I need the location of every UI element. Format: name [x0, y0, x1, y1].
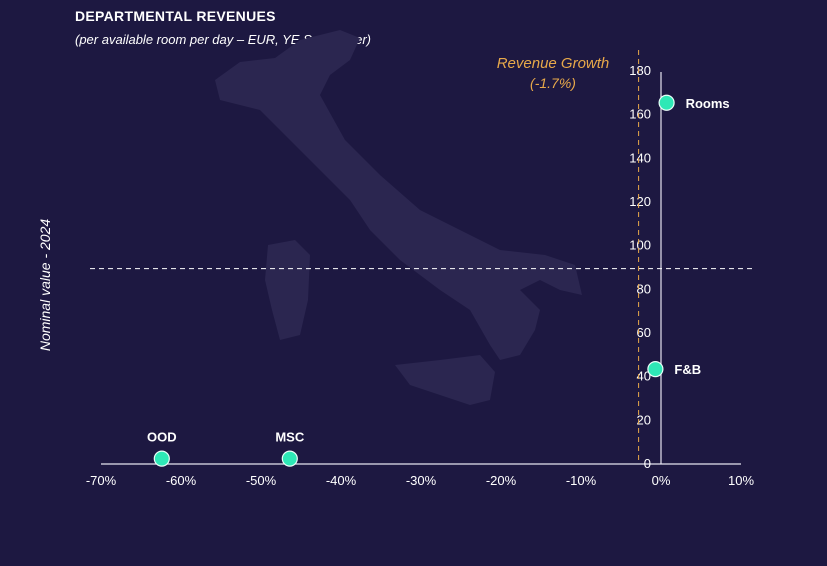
y-tick-label: 60 — [637, 325, 651, 340]
sardinia-map-background — [265, 240, 310, 340]
data-label: OOD — [147, 430, 177, 445]
data-point-ood — [153, 450, 170, 467]
x-tick-label: -70% — [86, 473, 117, 488]
data-label: F&B — [674, 362, 701, 377]
ref-line-label: Revenue Growth — [497, 55, 610, 72]
y-tick-label: 20 — [637, 412, 651, 427]
x-tick-label: -30% — [406, 473, 437, 488]
ref-line-value-label: (-1.7%) — [530, 75, 576, 91]
y-tick-label: 140 — [629, 150, 651, 165]
sicily-map-background — [395, 355, 495, 405]
italy-map-background — [215, 30, 582, 360]
y-tick-label: 160 — [629, 107, 651, 122]
y-tick-label: 0 — [644, 456, 651, 471]
x-tick-label: -10% — [566, 473, 597, 488]
chart-title: DEPARTMENTAL REVENUES — [75, 8, 276, 24]
y-tick-label: 180 — [629, 63, 651, 78]
x-tick-label: -60% — [166, 473, 197, 488]
y-tick-label: 100 — [629, 238, 651, 253]
y-tick-label: 40 — [637, 369, 651, 384]
x-tick-label: 10% — [728, 473, 754, 488]
x-tick-label: 0% — [652, 473, 671, 488]
x-tick-label: -20% — [486, 473, 517, 488]
data-point-fb — [647, 361, 664, 378]
x-tick-label: -40% — [326, 473, 357, 488]
data-point-rooms — [658, 94, 675, 111]
data-point-msc — [281, 450, 298, 467]
y-tick-label: 120 — [629, 194, 651, 209]
x-tick-label: -50% — [246, 473, 277, 488]
y-tick-label: 80 — [637, 281, 651, 296]
data-label: MSC — [275, 430, 305, 445]
data-label: Rooms — [686, 96, 730, 111]
